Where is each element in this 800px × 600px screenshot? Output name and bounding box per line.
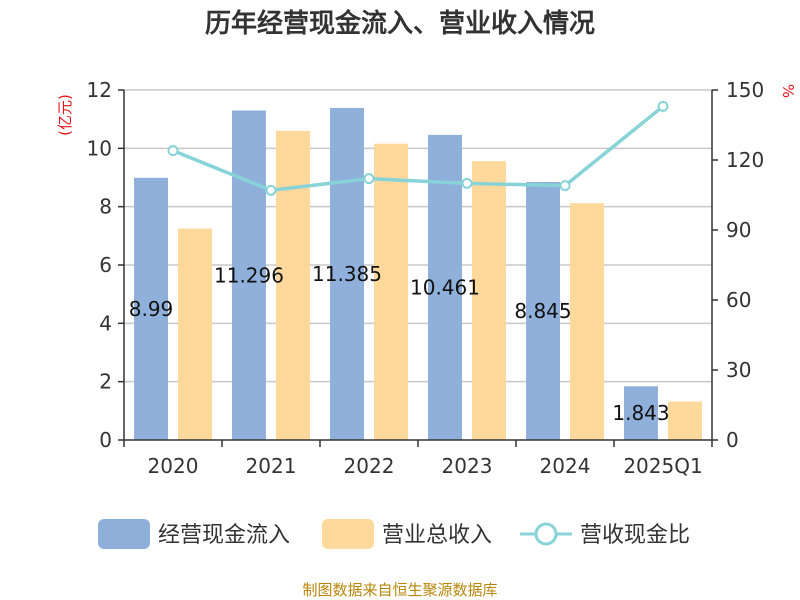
bar-cash-inflow bbox=[232, 110, 266, 441]
left-tick-label: 2 bbox=[99, 370, 112, 394]
legend-label: 营业总收入 bbox=[382, 523, 492, 548]
left-axis-unit: (亿元) bbox=[56, 94, 74, 136]
left-tick-label: 10 bbox=[87, 136, 112, 160]
bar-revenue bbox=[668, 401, 702, 440]
right-tick-label: 30 bbox=[726, 358, 751, 382]
left-tick-label: 12 bbox=[87, 78, 112, 102]
line-point bbox=[657, 100, 669, 112]
bar-layer bbox=[134, 107, 702, 441]
legend-swatch bbox=[322, 519, 374, 549]
left-tick-label: 4 bbox=[99, 311, 112, 335]
data-label: 8.99 bbox=[129, 297, 174, 321]
legend-label: 经营现金流入 bbox=[158, 523, 290, 548]
x-tick-label: 2022 bbox=[344, 454, 395, 478]
legend-marker bbox=[534, 522, 558, 546]
data-label: 10.461 bbox=[410, 275, 480, 299]
bar-cash-inflow bbox=[526, 182, 560, 441]
bar-revenue bbox=[472, 161, 506, 440]
line-point bbox=[461, 177, 473, 189]
bar-cash-inflow bbox=[624, 386, 658, 440]
line-point bbox=[559, 180, 571, 192]
bar-revenue bbox=[178, 228, 212, 440]
right-tick-label: 0 bbox=[726, 428, 739, 452]
left-tick-label: 6 bbox=[99, 253, 112, 277]
legend-swatch bbox=[98, 519, 150, 549]
chart-title: 历年经营现金流入、营业收入情况 bbox=[205, 8, 595, 39]
bar-cash-inflow bbox=[330, 107, 364, 440]
right-tick-label: 90 bbox=[726, 218, 751, 242]
line-layer bbox=[167, 100, 669, 196]
bar-cash-inflow bbox=[134, 177, 168, 440]
x-tick-label: 2024 bbox=[540, 454, 591, 478]
data-label: 11.385 bbox=[312, 262, 382, 286]
line-point bbox=[265, 184, 277, 196]
x-tick-label: 2025Q1 bbox=[623, 454, 702, 478]
right-tick-label: 60 bbox=[726, 288, 751, 312]
data-label: 1.843 bbox=[612, 401, 669, 425]
right-axis-unit: % bbox=[779, 84, 797, 98]
legend-label: 营收现金比 bbox=[580, 523, 690, 548]
line-point bbox=[167, 145, 179, 157]
data-label: 11.296 bbox=[214, 263, 284, 287]
right-tick-label: 150 bbox=[726, 78, 764, 102]
line-cash-revenue-ratio bbox=[172, 104, 665, 193]
left-tick-label: 8 bbox=[99, 195, 112, 219]
x-tick-label: 2021 bbox=[246, 454, 297, 478]
bar-cash-inflow bbox=[428, 134, 462, 440]
source-note: 制图数据来自恒生聚源数据库 bbox=[302, 581, 497, 599]
bar-revenue bbox=[570, 203, 604, 440]
data-label: 8.845 bbox=[514, 299, 571, 323]
left-tick-label: 0 bbox=[99, 428, 112, 452]
line-point bbox=[363, 173, 375, 185]
bar-revenue bbox=[374, 143, 408, 440]
right-tick-label: 120 bbox=[726, 148, 764, 172]
x-tick-label: 2020 bbox=[148, 454, 199, 478]
x-tick-label: 2023 bbox=[442, 454, 493, 478]
bar-revenue bbox=[276, 130, 310, 441]
grid bbox=[124, 89, 712, 383]
data-labels: 8.99 11.296 11.385 10.461 8.845 1.843 bbox=[129, 262, 670, 425]
legend: 经营现金流入 营业总收入 营收现金比 bbox=[98, 519, 690, 549]
